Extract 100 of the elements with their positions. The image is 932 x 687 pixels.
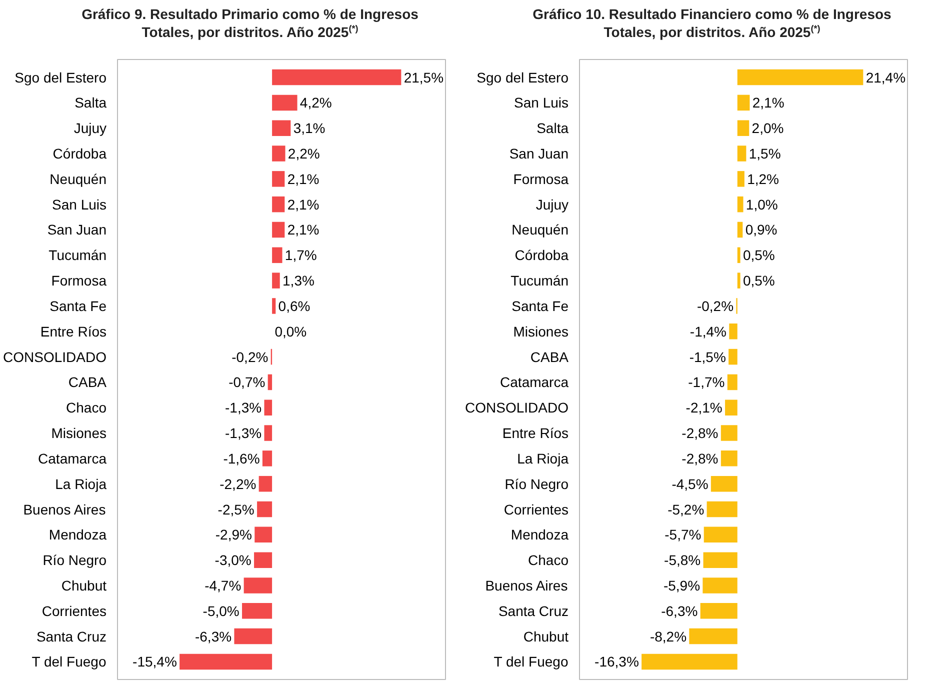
- data-label: -2,1%: [686, 400, 722, 416]
- bar: [737, 94, 750, 111]
- bar: [737, 120, 750, 136]
- y-tick-label: Tucumán: [510, 272, 569, 289]
- y-tick-label: Chaco: [528, 552, 569, 568]
- y-tick-label: Catamarca: [38, 450, 107, 466]
- data-label: -2,8%: [682, 450, 718, 466]
- data-label: 4,2%: [300, 94, 332, 111]
- chart-title: Gráfico 9. Resultado Primario como % de Ingresos Totales, por distritos. Año 2025$^{(*)}$: [80, 5, 420, 42]
- bar: [272, 120, 291, 136]
- y-tick-label: Sgo del Estero: [14, 69, 107, 86]
- bar: [737, 222, 743, 238]
- y-tick-label: San Juan: [509, 146, 569, 162]
- data-label: -0,7%: [228, 374, 266, 390]
- data-label: -1,3%: [225, 425, 262, 442]
- bar: [272, 146, 286, 162]
- bar: [710, 476, 738, 492]
- data-label: -5,8%: [664, 552, 701, 568]
- data-label: 21,5%: [404, 69, 444, 86]
- data-label: -1,7%: [688, 374, 725, 390]
- data-label: -6,3%: [194, 628, 232, 644]
- y-tick-label: Santa Cruz: [498, 602, 569, 619]
- y-tick-label: CABA: [68, 374, 108, 390]
- y-tick-label: Mendoza: [510, 526, 569, 543]
- data-label: 1,2%: [747, 170, 780, 187]
- y-tick-label: La Rioja: [55, 476, 107, 492]
- y-tick-label: Neuquén: [50, 170, 106, 187]
- data-label: -15,4%: [132, 654, 177, 670]
- bar: [268, 374, 272, 390]
- data-label: -2,8%: [682, 425, 718, 442]
- bar: [702, 578, 738, 594]
- bar: [728, 348, 738, 365]
- y-tick-label: Chaco: [66, 400, 107, 416]
- data-label: -0,2%: [232, 348, 268, 365]
- y-tick-label: Formosa: [51, 272, 107, 289]
- data-label: 2,1%: [287, 170, 320, 187]
- data-label: -1,5%: [689, 348, 726, 365]
- y-tick-label: Mendoza: [48, 526, 107, 543]
- bar: [257, 501, 272, 518]
- y-tick-label: Jujuy: [74, 120, 107, 136]
- y-tick-label: Tucumán: [48, 247, 107, 264]
- y-tick-label: Neuquén: [512, 222, 568, 238]
- bar: [262, 450, 272, 466]
- y-tick-label: Jujuy: [536, 196, 569, 212]
- data-label: -1,6%: [223, 450, 260, 466]
- y-tick-label: Buenos Aires: [23, 501, 106, 518]
- data-label: -4,5%: [672, 476, 708, 492]
- bar: [258, 476, 272, 492]
- bar: [703, 552, 738, 568]
- data-label: 0,5%: [742, 272, 775, 289]
- bar: [737, 171, 744, 187]
- bar: [272, 272, 280, 288]
- data-label: -5,9%: [663, 577, 700, 594]
- bar: [725, 400, 738, 416]
- y-tick-label: Formosa: [513, 170, 569, 187]
- y-tick-label: Río Negro: [42, 552, 107, 568]
- bar: [272, 222, 285, 238]
- bar: [689, 628, 738, 644]
- bar: [737, 247, 740, 264]
- y-tick-label: Misiones: [513, 323, 569, 340]
- data-label: -5,2%: [668, 501, 704, 518]
- data-label: 2,2%: [288, 146, 320, 162]
- y-tick-label: Salta: [74, 94, 107, 111]
- y-tick-label: T del Fuego: [32, 654, 106, 670]
- y-tick-label: Corrientes: [504, 501, 569, 518]
- y-tick-label: Río Negro: [504, 476, 569, 492]
- bar: [720, 450, 738, 466]
- data-label: 2,1%: [287, 196, 320, 212]
- bar: [272, 247, 282, 264]
- data-label: 2,1%: [287, 222, 320, 238]
- data-label: 0,6%: [278, 298, 310, 314]
- bar: [737, 196, 744, 212]
- bar: [272, 69, 402, 86]
- y-tick-label: Misiones: [51, 425, 107, 442]
- bar: [244, 578, 272, 594]
- y-tick-label: Chubut: [523, 628, 569, 644]
- bar: [180, 654, 272, 670]
- bar: [706, 501, 738, 518]
- data-label: -2,5%: [218, 501, 254, 518]
- bar: [264, 425, 272, 441]
- y-tick-label: San Luis: [514, 94, 568, 111]
- bar: [700, 603, 738, 619]
- data-label: -8,2%: [650, 628, 687, 644]
- data-label: 2,0%: [752, 120, 784, 136]
- data-label: 21,4%: [866, 69, 906, 86]
- chart-title: Gráfico 10. Resultado Financiero como % de Ingresos Totales, por distritos. Año 2025$^{(*)}$: [532, 5, 892, 42]
- data-label: -4,7%: [204, 577, 242, 594]
- data-label: 1,5%: [748, 146, 781, 162]
- bar: [737, 272, 740, 288]
- data-label: 3,1%: [293, 120, 326, 136]
- bar: [737, 146, 746, 162]
- data-label: -3,0%: [214, 552, 252, 568]
- y-tick-label: Salta: [536, 120, 569, 136]
- y-tick-label: Sgo del Estero: [476, 69, 569, 86]
- bar: [272, 298, 276, 314]
- y-tick-label: Buenos Aires: [485, 577, 568, 594]
- y-tick-label: CONSOLIDADO: [3, 348, 107, 365]
- y-tick-label: Corrientes: [42, 602, 107, 619]
- y-tick-label: Catamarca: [500, 374, 569, 390]
- data-label: -16,3%: [594, 654, 639, 670]
